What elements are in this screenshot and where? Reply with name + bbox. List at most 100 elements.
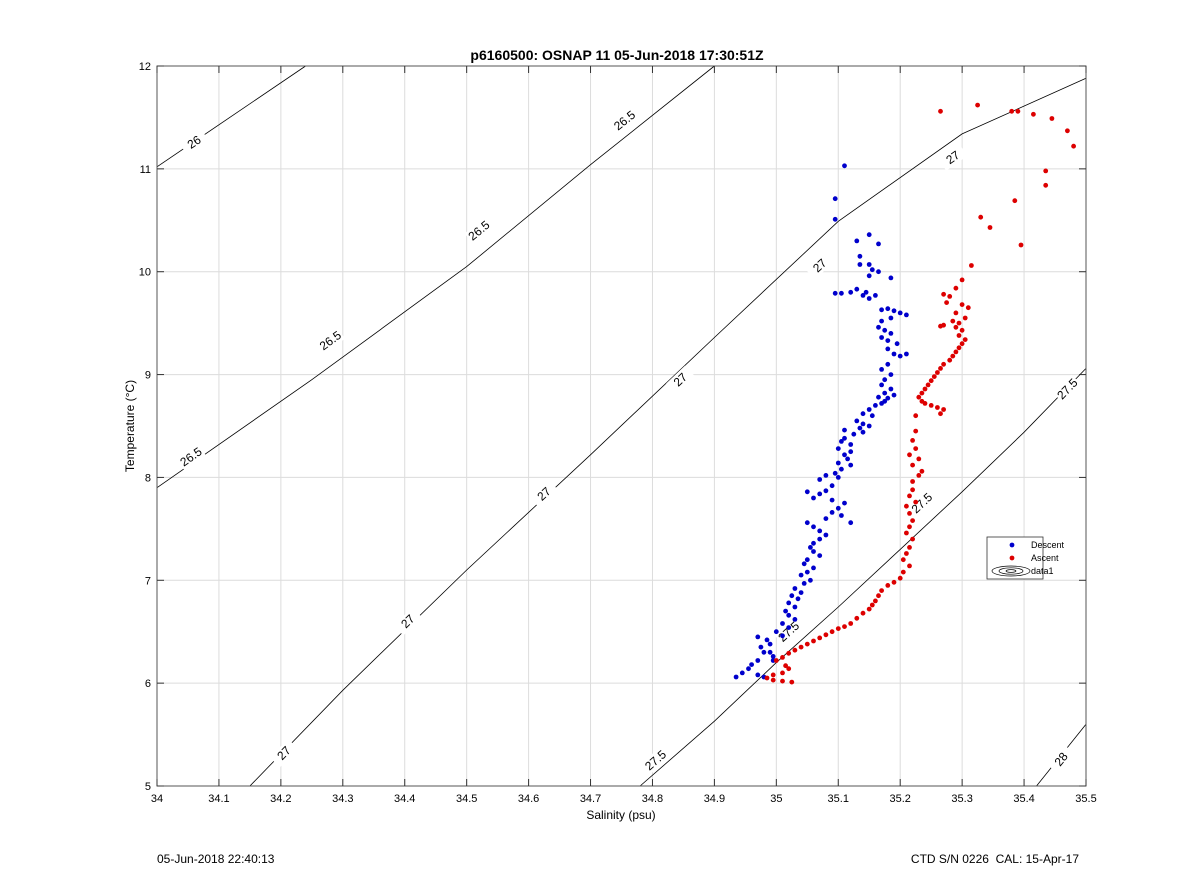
x-tick-label: 35.1 xyxy=(828,793,849,805)
descent-point xyxy=(823,473,829,478)
descent-point xyxy=(764,637,770,643)
descent-point xyxy=(848,442,854,447)
ascent-point xyxy=(975,102,980,108)
ascent-point xyxy=(848,621,854,626)
plot-frame xyxy=(156,65,1087,787)
contour-label-bg xyxy=(907,489,937,518)
descent-point xyxy=(866,423,872,429)
descent-point xyxy=(839,466,844,472)
descent-point xyxy=(808,577,813,583)
ascent-point xyxy=(876,593,881,599)
ascent-point xyxy=(913,446,919,451)
descent-point xyxy=(832,290,838,296)
x-tick-label: 34.9 xyxy=(704,793,725,805)
descent-point xyxy=(829,483,835,489)
descent-point xyxy=(842,452,847,458)
descent-point xyxy=(876,394,881,400)
ascent-point xyxy=(1043,182,1049,188)
instrument-calibration: CTD S/N 0226 CAL: 15-Apr-17 xyxy=(910,852,1079,866)
ascent-point xyxy=(910,479,915,484)
legend-contour-rings-icon xyxy=(991,565,1031,577)
descent-point xyxy=(866,407,872,412)
ascent-point xyxy=(897,575,903,581)
x-tick-label: 34.7 xyxy=(580,793,601,805)
descent-point xyxy=(842,427,847,433)
ascent-point xyxy=(854,615,860,621)
descent-point xyxy=(842,163,847,169)
ascent-point xyxy=(869,602,875,608)
ascent-point xyxy=(1009,108,1015,114)
ascent-point xyxy=(891,579,897,585)
ascent-point xyxy=(947,357,953,363)
descent-point xyxy=(879,367,884,372)
x-tick-label: 34.6 xyxy=(518,793,539,805)
ascent-point xyxy=(829,629,835,635)
contour-label-bg xyxy=(1053,374,1082,404)
descent-point xyxy=(839,513,844,518)
legend-ascent-marker xyxy=(1009,555,1015,561)
contour-label-bg xyxy=(529,479,559,508)
ascent-point xyxy=(959,302,965,307)
descent-point xyxy=(780,621,785,626)
isopycnal-27-5 xyxy=(639,368,1087,787)
descent-point xyxy=(863,289,869,295)
ascent-point xyxy=(953,324,959,330)
descent-point xyxy=(904,351,909,357)
descent-point xyxy=(842,435,847,441)
descent-point xyxy=(755,658,761,663)
descent-point xyxy=(851,431,857,437)
legend[interactable]: Descent Ascent data1 xyxy=(986,536,1065,580)
descent-point xyxy=(860,429,866,435)
ascent-point xyxy=(928,378,934,384)
descent-point xyxy=(746,666,751,672)
ascent-point xyxy=(953,285,959,291)
isopycnal-26-5 xyxy=(156,65,715,489)
legend-descent-label: Descent xyxy=(1031,540,1065,550)
ascent-point xyxy=(962,337,968,342)
descent-point xyxy=(860,293,866,298)
descent-point xyxy=(801,581,807,586)
descent-point xyxy=(780,633,785,639)
descent-point xyxy=(854,418,860,424)
descent-point xyxy=(848,449,854,455)
ascent-point xyxy=(1065,128,1070,134)
x-tick-label: 34.1 xyxy=(208,793,229,805)
ascent-point xyxy=(953,310,959,316)
ascent-point xyxy=(987,225,993,230)
x-tick-label: 35.3 xyxy=(951,793,972,805)
descent-point xyxy=(801,561,807,567)
ascent-point xyxy=(780,655,785,660)
descent-point xyxy=(749,662,754,667)
chart-title: p6160500: OSNAP 11 05-Jun-2018 17:30:51Z xyxy=(470,47,764,63)
ascent-point xyxy=(789,679,795,685)
ascent-point xyxy=(953,349,959,355)
ascent-point xyxy=(913,413,919,419)
descent-point xyxy=(817,491,823,497)
ascent-point xyxy=(950,318,956,324)
ascent-point xyxy=(941,291,946,297)
descent-point xyxy=(835,505,841,511)
ascent-point xyxy=(941,407,946,412)
ascent-point xyxy=(931,374,937,379)
descent-point xyxy=(869,267,875,273)
contour-label-bg xyxy=(805,251,834,280)
descent-point xyxy=(866,273,872,279)
ascent-point xyxy=(860,610,866,616)
ascent-point xyxy=(907,493,912,499)
y-tick-label: 6 xyxy=(145,678,151,690)
descent-point xyxy=(888,386,894,392)
ascent-point xyxy=(925,382,931,388)
ascent-point xyxy=(780,670,785,676)
descent-point xyxy=(876,269,881,275)
ascent-point xyxy=(798,644,804,650)
descent-point xyxy=(866,262,872,267)
descent-point xyxy=(823,516,829,521)
descent-point xyxy=(873,403,878,408)
contour-label-bg xyxy=(315,327,346,354)
descent-point xyxy=(817,553,823,558)
descent-point xyxy=(845,456,850,462)
ascent-point xyxy=(792,647,798,653)
x-tick-label: 34.3 xyxy=(332,793,353,805)
contour-label-bg xyxy=(641,746,670,775)
